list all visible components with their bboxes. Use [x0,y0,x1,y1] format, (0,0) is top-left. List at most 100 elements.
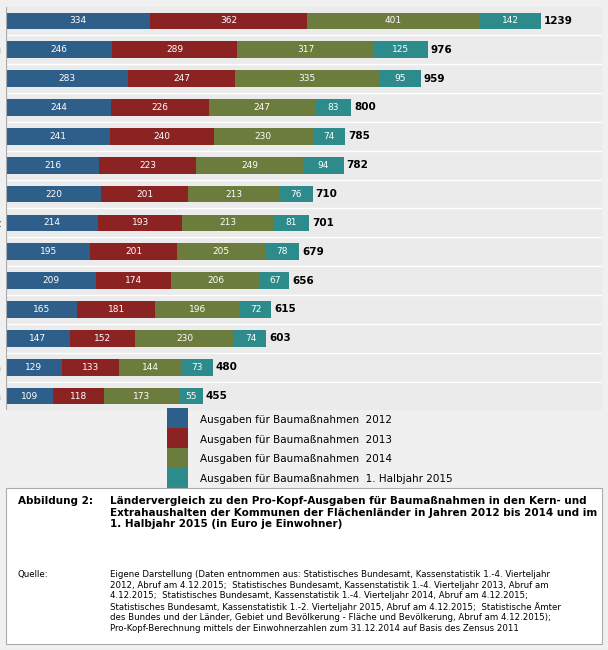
Text: 206: 206 [207,276,224,285]
Bar [6,157,99,174]
Bar [99,157,196,174]
Bar [171,272,260,289]
Text: Ausgaben für Baumaßnahmen  2013: Ausgaben für Baumaßnahmen 2013 [200,435,392,445]
Bar [214,128,313,145]
Text: 220: 220 [45,190,62,198]
Text: Ausgaben für Baumaßnahmen  2012: Ausgaben für Baumaßnahmen 2012 [200,415,392,424]
Text: 656: 656 [292,276,314,285]
Bar [235,70,379,87]
Text: 226: 226 [152,103,169,112]
Text: 335: 335 [299,74,316,83]
Bar [6,186,101,202]
Bar [167,467,188,491]
Text: 95: 95 [395,74,406,83]
Text: 74: 74 [323,132,335,141]
Text: 76: 76 [291,190,302,198]
Text: 73: 73 [192,363,203,372]
Text: 216: 216 [44,161,61,170]
Text: 201: 201 [125,247,142,256]
Bar [150,12,306,29]
Text: 195: 195 [40,247,57,256]
Text: 152: 152 [94,334,111,343]
Text: 230: 230 [255,132,272,141]
Text: 129: 129 [26,363,43,372]
Text: Ausgaben für Baumaßnahmen  2014: Ausgaben für Baumaßnahmen 2014 [200,454,392,464]
Bar [111,99,209,116]
Bar [6,272,96,289]
Text: 230: 230 [176,334,193,343]
Text: 976: 976 [431,45,453,55]
Bar [167,428,188,451]
Text: 181: 181 [108,305,125,314]
Bar [303,157,344,174]
Bar [96,272,171,289]
Bar [188,186,280,202]
Bar [6,214,98,231]
Text: 710: 710 [316,189,337,199]
Text: 455: 455 [206,391,227,401]
Bar [6,387,53,404]
Text: 196: 196 [189,305,206,314]
Text: 249: 249 [241,161,258,170]
Bar [135,330,235,346]
Text: 480: 480 [216,362,238,372]
Bar [112,42,237,58]
Text: 334: 334 [70,16,87,25]
Text: 241: 241 [50,132,67,141]
Text: 209: 209 [43,276,60,285]
Text: Ländervergleich zu den Pro-Kopf-Ausgaben für Baumaßnahmen in den Kern- und
Extra: Ländervergleich zu den Pro-Kopf-Ausgaben… [110,496,598,529]
Text: 173: 173 [133,391,150,400]
Text: 78: 78 [277,247,288,256]
Text: 174: 174 [125,276,142,285]
Text: 144: 144 [142,363,159,372]
Text: 247: 247 [254,103,271,112]
Bar [110,128,214,145]
Text: 247: 247 [173,74,190,83]
Bar [6,99,111,116]
Bar [182,214,274,231]
Text: 214: 214 [44,218,61,227]
Text: 205: 205 [213,247,230,256]
Text: 1239: 1239 [544,16,573,26]
Bar [119,359,181,376]
Bar [209,99,316,116]
Bar [128,70,235,87]
Bar [177,243,266,260]
Bar [104,387,179,404]
Text: Ausgaben für Baumaßnahmen  1. Halbjahr 2015: Ausgaben für Baumaßnahmen 1. Halbjahr 20… [200,474,452,484]
Text: 401: 401 [385,16,402,25]
Text: 109: 109 [21,391,38,400]
Text: 147: 147 [29,334,46,343]
Text: 782: 782 [347,160,368,170]
Text: 142: 142 [502,16,519,25]
Text: 615: 615 [274,304,296,315]
Bar [379,70,421,87]
Text: 289: 289 [166,46,183,55]
Text: 362: 362 [220,16,237,25]
Bar [179,387,202,404]
Text: 193: 193 [131,218,149,227]
Bar [6,359,62,376]
Text: 244: 244 [50,103,67,112]
Bar [240,301,271,318]
Bar [6,42,112,58]
Text: Abbildung 2:: Abbildung 2: [18,496,93,506]
Bar [101,186,188,202]
Text: Eigene Darstellung (Daten entnommen aus: Statistisches Bundesamt, Kassenstatisti: Eigene Darstellung (Daten entnommen aus:… [110,571,561,632]
Bar [374,42,428,58]
Text: 81: 81 [286,218,297,227]
Text: 125: 125 [392,46,410,55]
Bar [6,243,90,260]
Bar [316,99,351,116]
Text: 240: 240 [153,132,170,141]
Bar [6,12,150,29]
Bar [69,330,135,346]
Text: 165: 165 [33,305,50,314]
Bar [167,448,188,471]
Bar [6,70,128,87]
Bar [90,243,177,260]
Text: 201: 201 [136,190,153,198]
Bar [98,214,182,231]
Bar [306,12,480,29]
Bar [480,12,541,29]
